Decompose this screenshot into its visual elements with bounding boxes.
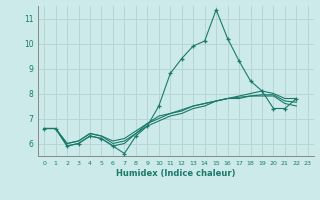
X-axis label: Humidex (Indice chaleur): Humidex (Indice chaleur) xyxy=(116,169,236,178)
